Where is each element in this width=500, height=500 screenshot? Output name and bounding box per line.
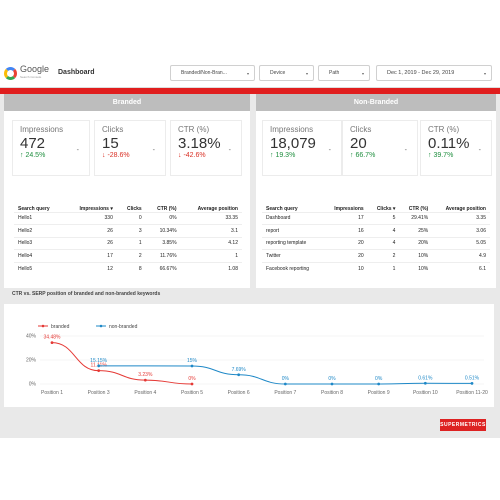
data-label: 0% bbox=[328, 376, 336, 382]
table-header-row: Search query Impressions ▾ Clicks CTR (%… bbox=[14, 194, 242, 212]
x-tick-label: Position 10 bbox=[413, 390, 438, 396]
data-label: 0% bbox=[375, 376, 383, 382]
column-header[interactable]: Search query bbox=[18, 205, 50, 212]
branded-clicks-card: Clicks 15 ↓ -28.6% - bbox=[94, 120, 166, 176]
table-row: report 16 4 25% 3.06 bbox=[262, 224, 490, 237]
column-header[interactable]: Impressions ▾ bbox=[79, 205, 113, 212]
y-tick-label: 20% bbox=[26, 358, 37, 364]
data-point bbox=[377, 382, 381, 386]
column-header[interactable]: Search query bbox=[266, 205, 298, 212]
legend-label: non-branded bbox=[109, 324, 138, 330]
column-header[interactable]: CTR (%) bbox=[157, 205, 177, 212]
data-point bbox=[190, 382, 194, 386]
logo-subtext: Search Console bbox=[20, 75, 42, 79]
x-tick-label: Position 5 bbox=[181, 390, 203, 396]
data-point bbox=[50, 341, 54, 345]
google-g-icon bbox=[4, 66, 17, 80]
chart-title: CTR vs. SERP position of branded and non… bbox=[12, 291, 161, 297]
table-row: Dashboard 17 5 29.41% 3.35 bbox=[262, 211, 490, 225]
chevron-down-icon: ▾ bbox=[305, 71, 308, 76]
branded-filter-dropdown[interactable]: Branded/Non-Bran... ▾ bbox=[170, 65, 255, 81]
google-logo: Google Search Console bbox=[4, 63, 52, 83]
data-point bbox=[423, 381, 427, 385]
column-header[interactable]: Clicks ▾ bbox=[376, 205, 396, 212]
x-tick-label: Position 3 bbox=[88, 390, 110, 396]
chart-panel: 40% 20% 0% Position 1 Position 3 Position 4 Po… bbox=[4, 304, 494, 407]
chevron-down-icon: ▾ bbox=[361, 71, 364, 76]
table-row: Twitter 20 2 10% 4.9 bbox=[262, 249, 490, 262]
ctr-position-chart: 40% 20% 0% Position 1 Position 3 Position 4 Po… bbox=[26, 324, 488, 396]
x-tick-label: Position 11-20 bbox=[456, 390, 488, 396]
x-tick-label: Position 9 bbox=[368, 390, 390, 396]
column-header[interactable]: CTR (%) bbox=[408, 205, 429, 212]
x-tick-label: Position 4 bbox=[134, 390, 156, 396]
path-filter-dropdown[interactable]: Path ▾ bbox=[318, 65, 370, 81]
data-label: 0.61% bbox=[418, 375, 433, 381]
table-row: reporting template 20 4 20% 5.05 bbox=[262, 236, 490, 250]
y-tick-label: 40% bbox=[26, 334, 37, 340]
x-tick-label: Position 1 bbox=[41, 390, 63, 396]
branded-section-header: Branded bbox=[4, 94, 250, 111]
page-title: Dashboard bbox=[58, 69, 95, 76]
data-label: 0.51% bbox=[465, 375, 480, 381]
column-header[interactable]: Clicks bbox=[126, 205, 142, 212]
x-tick-label: Position 8 bbox=[321, 390, 343, 396]
column-header[interactable]: Average position bbox=[445, 205, 486, 212]
legend-label: branded bbox=[51, 324, 70, 330]
data-label: 3.23% bbox=[138, 372, 153, 378]
branded-impressions-card: Impressions 472 ↑ 24.5% - bbox=[12, 120, 90, 176]
table-row: Hello3 26 1 3.85% 4.12 bbox=[14, 236, 242, 250]
nonbranded-clicks-card: Clicks 20 ↑ 66.7% - bbox=[342, 120, 418, 176]
data-point bbox=[237, 373, 241, 377]
data-point bbox=[470, 382, 474, 385]
device-filter-dropdown[interactable]: Device ▾ bbox=[259, 65, 314, 81]
chevron-down-icon: ▾ bbox=[483, 71, 486, 76]
table-row: Hello5 12 8 66.67% 1.08 bbox=[14, 261, 242, 275]
data-label: 15% bbox=[187, 358, 198, 364]
data-point bbox=[97, 369, 101, 373]
data-point bbox=[143, 378, 147, 382]
table-row: Facebook reporting 10 1 10% 6.1 bbox=[262, 261, 490, 275]
date-range-picker[interactable]: Dec 1, 2019 - Dec 29, 2019 ▾ bbox=[376, 65, 492, 81]
accent-bar bbox=[0, 88, 500, 94]
data-label: 34.48% bbox=[44, 335, 62, 341]
data-label: 15.15% bbox=[90, 358, 108, 364]
logo-text: Google bbox=[20, 64, 50, 74]
nonbranded-query-table: Search query Impressions Clicks ▾ CTR (%… bbox=[262, 194, 490, 275]
table-header-row: Search query Impressions Clicks ▾ CTR (%… bbox=[262, 194, 490, 212]
table-row: Hello4 17 2 11.76% 1 bbox=[14, 249, 242, 262]
nonbranded-ctr-card: CTR (%) 0.11% ↑ 39.7% - bbox=[420, 120, 492, 176]
data-point bbox=[190, 364, 194, 368]
column-header[interactable]: Average position bbox=[197, 205, 238, 212]
table-row: Hello2 26 3 10.34% 3.1 bbox=[14, 224, 242, 237]
y-tick-label: 0% bbox=[29, 382, 37, 388]
data-point bbox=[330, 382, 334, 386]
x-tick-label: Position 7 bbox=[274, 390, 296, 396]
series-line-branded bbox=[51, 342, 193, 385]
data-point bbox=[97, 364, 101, 368]
data-point bbox=[283, 382, 287, 386]
supermetrics-logo: SUPERMETRICS bbox=[440, 419, 486, 431]
legend-marker bbox=[99, 324, 103, 328]
nonbranded-section-header: Non-Branded bbox=[256, 94, 496, 111]
chevron-down-icon: ▾ bbox=[246, 71, 249, 76]
nonbranded-impressions-card: Impressions 18,079 ↑ 19.3% - bbox=[262, 120, 342, 176]
column-header[interactable]: Impressions bbox=[334, 205, 364, 212]
branded-query-table: Search query Impressions ▾ Clicks CTR (%… bbox=[14, 194, 242, 275]
data-label: 0% bbox=[188, 376, 196, 382]
data-label: 0% bbox=[282, 376, 290, 382]
branded-ctr-card: CTR (%) 3.18% ↓ -42.6% - bbox=[170, 120, 242, 176]
x-tick-label: Position 6 bbox=[228, 390, 250, 396]
table-row: Hello1 330 0 0% 33.35 bbox=[14, 211, 242, 225]
legend-marker bbox=[41, 324, 45, 328]
data-label: 7.69% bbox=[232, 367, 247, 373]
